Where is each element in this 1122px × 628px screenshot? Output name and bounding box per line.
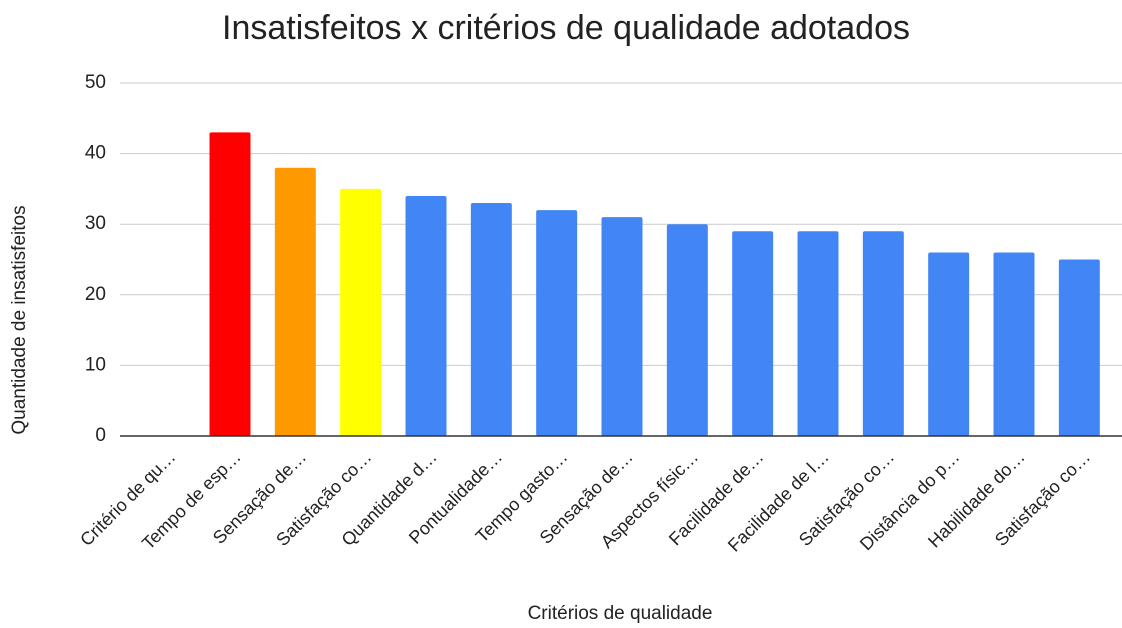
bar: [601, 217, 643, 436]
bar: [209, 132, 251, 437]
y-tick-label: 0: [95, 425, 106, 446]
bar: [405, 195, 447, 436]
y-tick-label: 40: [85, 143, 106, 164]
bar: [470, 203, 512, 436]
chart-title: Insatisfeitos x critérios de qualidade a…: [222, 9, 910, 47]
bar: [862, 231, 904, 436]
y-tick-label: 50: [85, 72, 106, 93]
bar: [340, 188, 382, 436]
bar: [928, 252, 970, 436]
y-tick-label: 30: [85, 213, 106, 234]
x-axis-title: Critérios de qualidade: [528, 603, 713, 624]
y-tick-label: 20: [85, 284, 106, 305]
y-axis-title: Quantidade de insatisfeitos: [9, 205, 30, 434]
bar: [666, 224, 708, 436]
bar: [536, 210, 578, 436]
y-tick-label: 10: [85, 354, 106, 375]
bar: [1058, 259, 1100, 436]
bar: [274, 167, 316, 436]
bar: [797, 231, 839, 436]
bar: [732, 231, 774, 436]
bar: [993, 252, 1035, 436]
